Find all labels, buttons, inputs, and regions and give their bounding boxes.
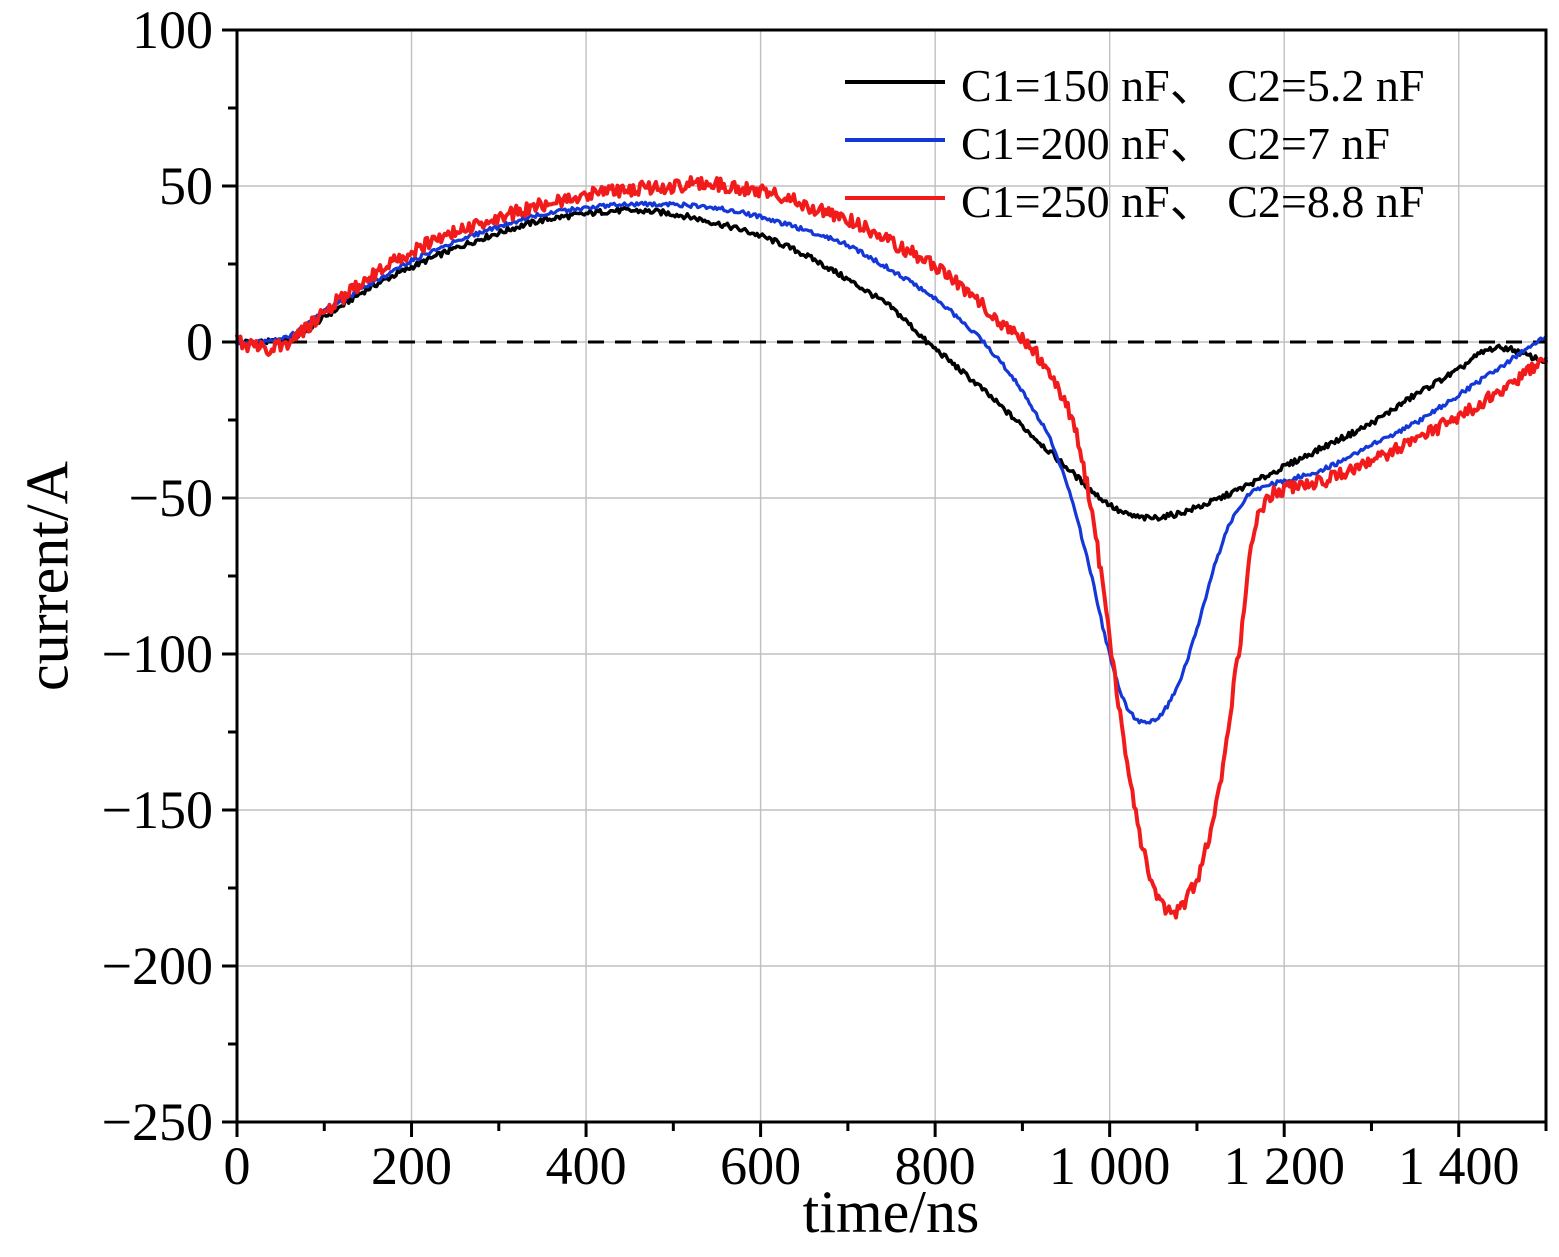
curve-series-2 — [235, 175, 1548, 920]
ticks — [222, 28, 1548, 1137]
legend-line-sample-black — [845, 80, 945, 84]
curve-series-0 — [235, 206, 1548, 522]
legend-label: C1=250 nF、 C2=8.8 nF — [961, 176, 1425, 227]
y-tick-label: 100 — [132, 0, 213, 60]
legend-line-sample-red — [845, 196, 945, 200]
legend-item: C1=250 nF、 C2=8.8 nF — [845, 172, 1424, 227]
y-tick-label: −200 — [102, 936, 213, 996]
y-tick-label: −100 — [102, 624, 213, 684]
legend-label: C1=200 nF、 C2=7 nF — [961, 118, 1390, 169]
tick-labels: 0 200 400 600 800 1 000 1 200 1 400 100 50 0 −50 −10… — [102, 0, 1520, 1196]
x-tick-label: 400 — [546, 1136, 627, 1196]
grid — [237, 30, 1546, 1122]
x-tick-label: 0 — [224, 1136, 251, 1196]
legend-item: C1=200 nF、 C2=7 nF — [845, 114, 1424, 169]
y-tick-label: −250 — [102, 1092, 213, 1152]
y-tick-label: −150 — [102, 780, 213, 840]
curves — [235, 175, 1548, 920]
legend-label: C1=150 nF、 C2=5.2 nF — [961, 60, 1425, 111]
x-tick-label: 1 000 — [1049, 1136, 1171, 1196]
legend-line-sample-blue — [845, 138, 945, 142]
x-tick-label: 200 — [371, 1136, 452, 1196]
y-tick-label: 50 — [159, 156, 213, 216]
x-tick-label: 1 400 — [1398, 1136, 1520, 1196]
x-axis-label: time/ns — [802, 1179, 980, 1245]
y-axis-label: current/A — [14, 461, 81, 691]
curve-series-1 — [235, 200, 1548, 725]
x-tick-label: 800 — [895, 1136, 976, 1196]
y-tick-label: 0 — [186, 312, 213, 372]
legend: C1=150 nF、 C2=5.2 nF C1=200 nF、 C2=7 nF … — [845, 56, 1424, 227]
legend-item: C1=150 nF、 C2=5.2 nF — [845, 56, 1424, 111]
x-tick-label: 1 200 — [1223, 1136, 1345, 1196]
x-tick-label: 600 — [720, 1136, 801, 1196]
y-tick-label: −50 — [129, 468, 213, 528]
